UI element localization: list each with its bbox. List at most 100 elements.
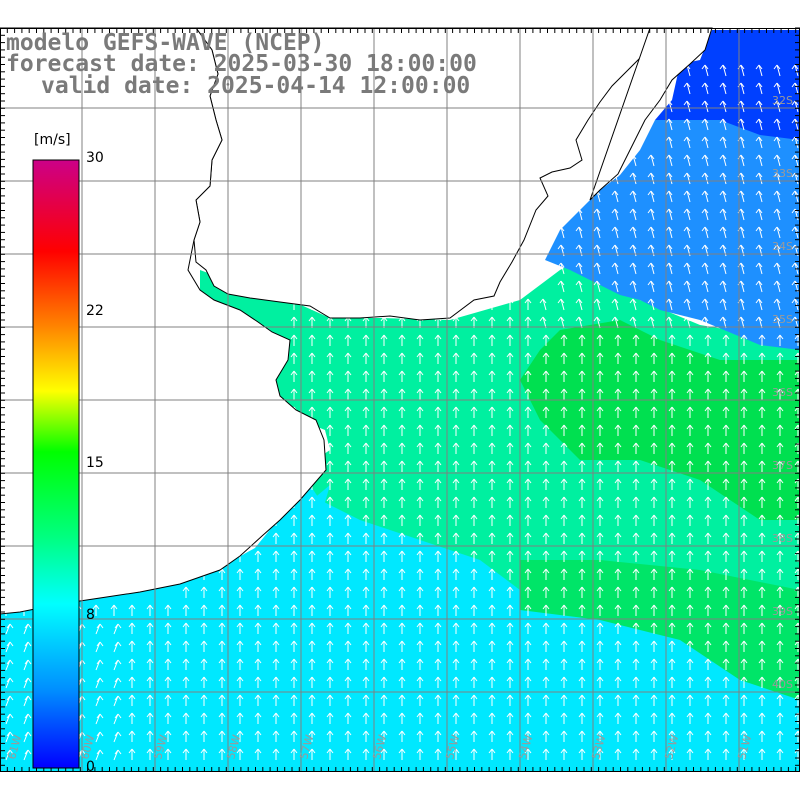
wind-arrow — [113, 731, 122, 743]
wind-arrow — [308, 514, 316, 526]
wind-arrow — [362, 478, 370, 490]
wind-arrow — [704, 460, 712, 472]
wind-arrow — [344, 550, 352, 562]
wind-arrow — [740, 532, 748, 544]
wind-arrow — [686, 370, 694, 382]
wind-arrow — [722, 460, 730, 472]
wind-arrow — [200, 730, 208, 742]
wind-arrow — [719, 82, 727, 95]
wind-arrow — [470, 406, 478, 418]
wind-arrow — [362, 658, 370, 670]
wind-arrow — [434, 496, 442, 508]
wind-arrow — [362, 334, 370, 346]
wind-arrow — [380, 532, 388, 544]
wind-arrow — [380, 712, 388, 724]
wind-arrow — [488, 442, 496, 454]
colorbar-unit: [m/s] — [34, 132, 71, 148]
wind-arrow — [650, 532, 658, 544]
wind-arrow — [701, 118, 709, 131]
wind-arrow — [560, 604, 568, 616]
wind-arrow — [434, 622, 442, 634]
wind-arrow — [470, 424, 478, 436]
wind-arrow — [758, 478, 766, 490]
wind-arrow — [506, 388, 514, 400]
wind-arrow — [593, 208, 601, 221]
wind-arrow — [434, 514, 442, 526]
wind-arrow — [578, 496, 586, 508]
wind-arrow — [668, 640, 676, 652]
wind-arrow — [755, 226, 763, 239]
wind-arrow — [398, 586, 406, 598]
wind-arrow — [308, 694, 316, 706]
longitude-label: 52W — [662, 733, 681, 761]
wind-arrow — [542, 352, 550, 364]
wind-arrow — [488, 352, 496, 364]
wind-arrow — [668, 730, 676, 742]
wind-arrow — [380, 424, 388, 436]
wind-arrow — [719, 298, 727, 311]
wind-arrow — [593, 262, 601, 275]
wind-arrow — [614, 748, 622, 760]
wind-arrow — [722, 658, 730, 670]
wind-arrow — [95, 659, 104, 671]
wind-arrow — [650, 514, 658, 526]
wind-arrow — [632, 352, 640, 364]
wind-arrow — [200, 640, 208, 652]
wind-arrow — [146, 604, 154, 616]
wind-arrow — [470, 586, 478, 598]
wind-arrow — [722, 442, 730, 454]
wind-arrow — [614, 334, 622, 346]
wind-arrow — [95, 623, 104, 635]
wind-arrow — [380, 586, 388, 598]
wind-arrow — [755, 190, 763, 203]
wind-arrow — [380, 748, 388, 760]
wind-arrow — [272, 694, 280, 706]
wind-arrow — [272, 550, 280, 562]
wind-arrow — [290, 352, 298, 364]
wind-arrow — [362, 406, 370, 418]
wind-arrow — [452, 496, 460, 508]
wind-arrow — [524, 694, 532, 706]
wind-arrow — [113, 677, 122, 689]
wind-arrow — [614, 496, 622, 508]
wind-arrow — [362, 514, 370, 526]
longitude-label: 51W — [735, 733, 754, 761]
wind-arrow — [719, 100, 727, 113]
wind-arrow — [650, 550, 658, 562]
wind-arrow — [596, 514, 604, 526]
wind-arrow — [326, 676, 334, 688]
wind-arrow — [740, 424, 748, 436]
wind-arrow — [236, 640, 244, 652]
wind-arrow — [470, 568, 478, 580]
wind-arrow — [470, 496, 478, 508]
wind-arrow — [416, 442, 424, 454]
wind-arrow — [668, 676, 676, 688]
wind-arrow — [524, 514, 532, 526]
wind-arrow — [380, 478, 388, 490]
wind-arrow — [254, 730, 262, 742]
wind-arrow — [128, 748, 136, 760]
wind-arrow — [434, 712, 442, 724]
wind-arrow — [470, 748, 478, 760]
wind-arrow — [398, 406, 406, 418]
wind-arrow — [629, 298, 637, 311]
wind-arrow — [629, 154, 637, 167]
wind-arrow — [755, 280, 763, 293]
wind-arrow — [254, 694, 262, 706]
wind-arrow — [182, 712, 190, 724]
wind-arrow — [344, 460, 352, 472]
wind-arrow — [668, 748, 676, 760]
wind-arrow — [650, 352, 658, 364]
wind-arrow — [704, 586, 712, 598]
wind-arrow — [632, 370, 640, 382]
wind-arrow — [434, 334, 442, 346]
wind-arrow — [560, 748, 568, 760]
wind-arrow — [182, 694, 190, 706]
wind-arrow — [452, 586, 460, 598]
wind-arrow — [650, 370, 658, 382]
wind-arrow — [683, 280, 691, 293]
wind-arrow — [470, 622, 478, 634]
wind-arrow — [647, 208, 655, 221]
wind-arrow — [344, 568, 352, 580]
